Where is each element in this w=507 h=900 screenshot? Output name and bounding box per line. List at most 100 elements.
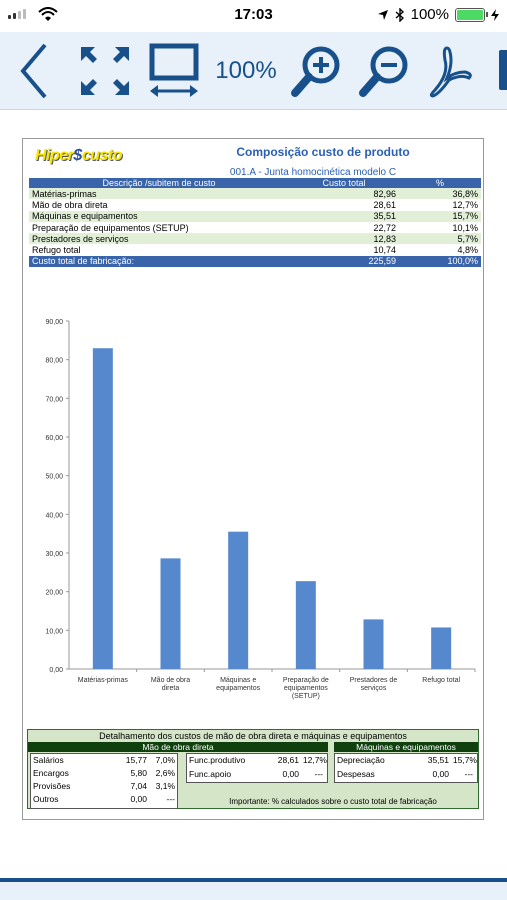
signal-icon bbox=[8, 9, 26, 19]
bar bbox=[363, 619, 384, 669]
bar bbox=[228, 531, 249, 669]
item-value: 0,00 bbox=[282, 769, 299, 779]
document-viewer[interactable]: Hiper$custo Composição custo de produto … bbox=[0, 110, 507, 878]
y-tick-label: 10,00 bbox=[45, 628, 63, 635]
item-value: 5,80 bbox=[130, 768, 147, 778]
item-percent: --- bbox=[464, 769, 474, 779]
item-value: 15,77 bbox=[125, 755, 147, 765]
y-tick-label: 90,00 bbox=[45, 319, 63, 326]
list-item: Despesas 0,00 --- bbox=[337, 769, 477, 780]
item-percent: 12,7% bbox=[302, 755, 327, 765]
pdf-button[interactable] bbox=[425, 42, 475, 100]
bar bbox=[295, 581, 316, 669]
item-label: Salários bbox=[33, 755, 64, 765]
x-tick-label: Prestadores de serviços bbox=[350, 677, 398, 692]
row-percent: 15,7% bbox=[399, 210, 481, 222]
zoom-out-button[interactable] bbox=[356, 42, 414, 100]
row-total: 35,51 bbox=[289, 210, 399, 222]
row-total: 82,96 bbox=[289, 188, 399, 200]
bar bbox=[431, 627, 452, 669]
y-tick-label: 30,00 bbox=[45, 551, 63, 558]
list-item: Func.apoio 0,00 --- bbox=[189, 769, 327, 780]
table-row: Mão de obra direta 28,61 12,7% bbox=[29, 199, 481, 211]
status-bar: 17:03 100% bbox=[0, 0, 507, 32]
row-percent: 10,1% bbox=[399, 221, 481, 234]
row-percent: 12,7% bbox=[399, 199, 481, 211]
pdf-icon bbox=[429, 46, 472, 98]
list-item: Salários 15,77 7,0% bbox=[33, 755, 177, 766]
row-percent: 36,8% bbox=[399, 188, 481, 200]
item-value: 0,00 bbox=[432, 769, 449, 779]
zoom-in-button[interactable] bbox=[288, 42, 346, 100]
y-tick-label: 20,00 bbox=[45, 590, 63, 597]
col-header-percent: % bbox=[399, 178, 481, 188]
row-label: Preparação de equipamentos (SETUP) bbox=[29, 221, 289, 234]
detail-note: Importante: % calculados sobre o custo t… bbox=[229, 797, 437, 806]
row-label: Refugo total bbox=[29, 244, 289, 256]
toolbar-edge-tab[interactable] bbox=[499, 50, 507, 90]
detail-title: Detalhamento dos custos de mão de obra d… bbox=[99, 731, 407, 741]
item-percent: 15,7% bbox=[452, 755, 477, 765]
table-row: Refugo total 10,74 4,8% bbox=[29, 244, 481, 256]
chevron-left-icon bbox=[20, 43, 47, 99]
x-tick-label: Mão de obra direta bbox=[151, 677, 190, 692]
list-item: Provisões 7,04 3,1% bbox=[33, 781, 177, 792]
total-label: Custo total de fabricação: bbox=[29, 255, 289, 268]
col-header-description: Descrição /subitem de custo bbox=[29, 178, 289, 188]
fit-width-button[interactable] bbox=[145, 42, 203, 100]
item-label: Depreciação bbox=[337, 755, 385, 765]
item-value: 0,00 bbox=[130, 794, 147, 804]
func-box: Func.produtivo 28,61 12,7% Func.apoio 0,00 -… bbox=[186, 753, 328, 783]
row-label: Mão de obra direta bbox=[29, 199, 289, 211]
item-value: 7,04 bbox=[130, 781, 147, 791]
cost-table: Descrição /subitem de custo Custo total … bbox=[29, 178, 481, 268]
item-value: 35,51 bbox=[427, 755, 449, 765]
item-label: Func.apoio bbox=[189, 769, 232, 779]
item-label: Encargos bbox=[33, 768, 69, 778]
y-tick-label: 50,00 bbox=[45, 474, 63, 481]
logo: Hiper$custo bbox=[35, 147, 122, 164]
back-button[interactable] bbox=[14, 42, 54, 100]
charging-icon bbox=[491, 8, 499, 21]
wifi-icon bbox=[38, 7, 58, 21]
cost-bar-chart: 0,00 10,00 20,00 30,00 40,00 50,00 60,00 70,00 8… bbox=[45, 319, 476, 700]
row-total: 10,74 bbox=[289, 244, 399, 256]
y-tick-label: 60,00 bbox=[45, 435, 63, 442]
location-icon bbox=[377, 9, 388, 20]
labor-box: Salários 15,77 7,0% Encargos 5,80 2,6% Provi… bbox=[30, 753, 178, 809]
list-item: Depreciação 35,51 15,7% bbox=[337, 755, 477, 766]
machine-header: Máquinas e equipamentos bbox=[334, 742, 478, 752]
y-tick-label: 0,00 bbox=[49, 667, 63, 674]
table-row: Prestadores de serviços 12,83 5,7% bbox=[29, 233, 481, 245]
detail-section: Detalhamento dos custos de mão de obra d… bbox=[27, 729, 479, 809]
fullscreen-button[interactable] bbox=[76, 42, 134, 100]
item-value: 28,61 bbox=[277, 755, 299, 765]
item-percent: 3,1% bbox=[155, 781, 175, 791]
bottom-bar bbox=[0, 878, 507, 900]
item-label: Outros bbox=[33, 794, 59, 804]
fit-width-icon bbox=[149, 43, 199, 97]
item-percent: --- bbox=[166, 794, 176, 804]
status-time: 17:03 bbox=[234, 6, 273, 23]
table-row: Matérias-primas 82,96 36,8% bbox=[29, 188, 481, 200]
row-percent: 5,7% bbox=[399, 233, 481, 245]
total-row: Custo total de fabricação: 225,59 100,0% bbox=[29, 255, 481, 268]
row-total: 22,72 bbox=[289, 221, 399, 234]
zoom-in-icon bbox=[291, 46, 340, 97]
table-row: Preparação de equipamentos (SETUP) 22,72 1… bbox=[29, 221, 481, 234]
labor-header: Mão de obra direta bbox=[28, 742, 328, 752]
x-tick-label: Refugo total bbox=[422, 677, 460, 684]
row-total: 28,61 bbox=[289, 199, 399, 211]
y-tick-label: 80,00 bbox=[45, 358, 63, 365]
list-item: Encargos 5,80 2,6% bbox=[33, 768, 177, 779]
battery-percent: 100% bbox=[410, 6, 449, 23]
item-label: Despesas bbox=[337, 769, 375, 779]
y-tick-label: 70,00 bbox=[45, 396, 63, 403]
row-label: Máquinas e equipamentos bbox=[29, 210, 289, 222]
list-item: Outros 0,00 --- bbox=[33, 794, 177, 805]
expand-icon bbox=[81, 47, 129, 95]
zoom-level: 100% bbox=[215, 57, 277, 84]
row-label: Matérias-primas bbox=[29, 188, 289, 200]
item-label: Provisões bbox=[33, 781, 71, 791]
machine-box: Depreciação 35,51 15,7% Despesas 0,00 --- bbox=[334, 753, 478, 783]
